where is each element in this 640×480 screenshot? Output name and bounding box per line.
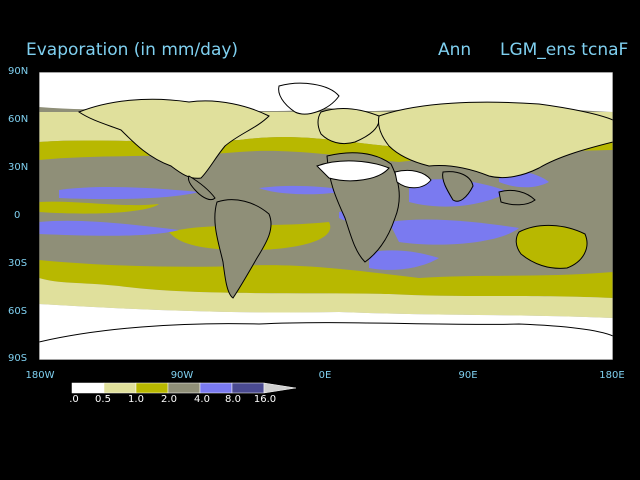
colorbar-label-0: .0 bbox=[69, 394, 79, 405]
evaporation-map bbox=[39, 72, 613, 360]
colorbar-label-6: 16.0 bbox=[253, 394, 277, 405]
lat-label-90s: 90S bbox=[8, 353, 28, 364]
season-label: Ann bbox=[438, 40, 472, 60]
colorbar-box bbox=[135, 382, 169, 394]
run-label: LGM_ens tcnaF bbox=[500, 40, 629, 60]
lon-label-180w: 180W bbox=[25, 370, 55, 381]
colorbar-box bbox=[199, 382, 233, 394]
lat-label-30s: 30S bbox=[8, 258, 28, 269]
lon-label-90e: 90E bbox=[458, 370, 478, 381]
lat-label-30n: 30N bbox=[8, 162, 29, 173]
lat-label-90n: 90N bbox=[8, 66, 29, 77]
lat-label-0: 0 bbox=[14, 210, 21, 221]
map-title: Evaporation (in mm/day) bbox=[26, 40, 239, 60]
colorbar-label-2: 1.0 bbox=[128, 394, 144, 405]
lon-label-180e: 180E bbox=[599, 370, 625, 381]
lat-label-60n: 60N bbox=[8, 114, 29, 125]
colorbar-box bbox=[231, 382, 265, 394]
colorbar-box bbox=[167, 382, 201, 394]
colorbar-label-3: 2.0 bbox=[161, 394, 177, 405]
lat-label-60s: 60S bbox=[8, 306, 28, 317]
colorbar-label-1: 0.5 bbox=[95, 394, 111, 405]
colorbar-box bbox=[103, 382, 137, 394]
lon-label-0e: 0E bbox=[318, 370, 332, 381]
land-masses bbox=[39, 82, 613, 360]
colorbar bbox=[71, 382, 297, 394]
colorbar-label-4: 4.0 bbox=[194, 394, 210, 405]
lon-label-90w: 90W bbox=[170, 370, 194, 381]
colorbar-label-5: 8.0 bbox=[225, 394, 241, 405]
colorbar-arrow bbox=[263, 382, 297, 394]
colorbar-box bbox=[71, 382, 105, 394]
colorbar-boxes bbox=[71, 382, 297, 394]
